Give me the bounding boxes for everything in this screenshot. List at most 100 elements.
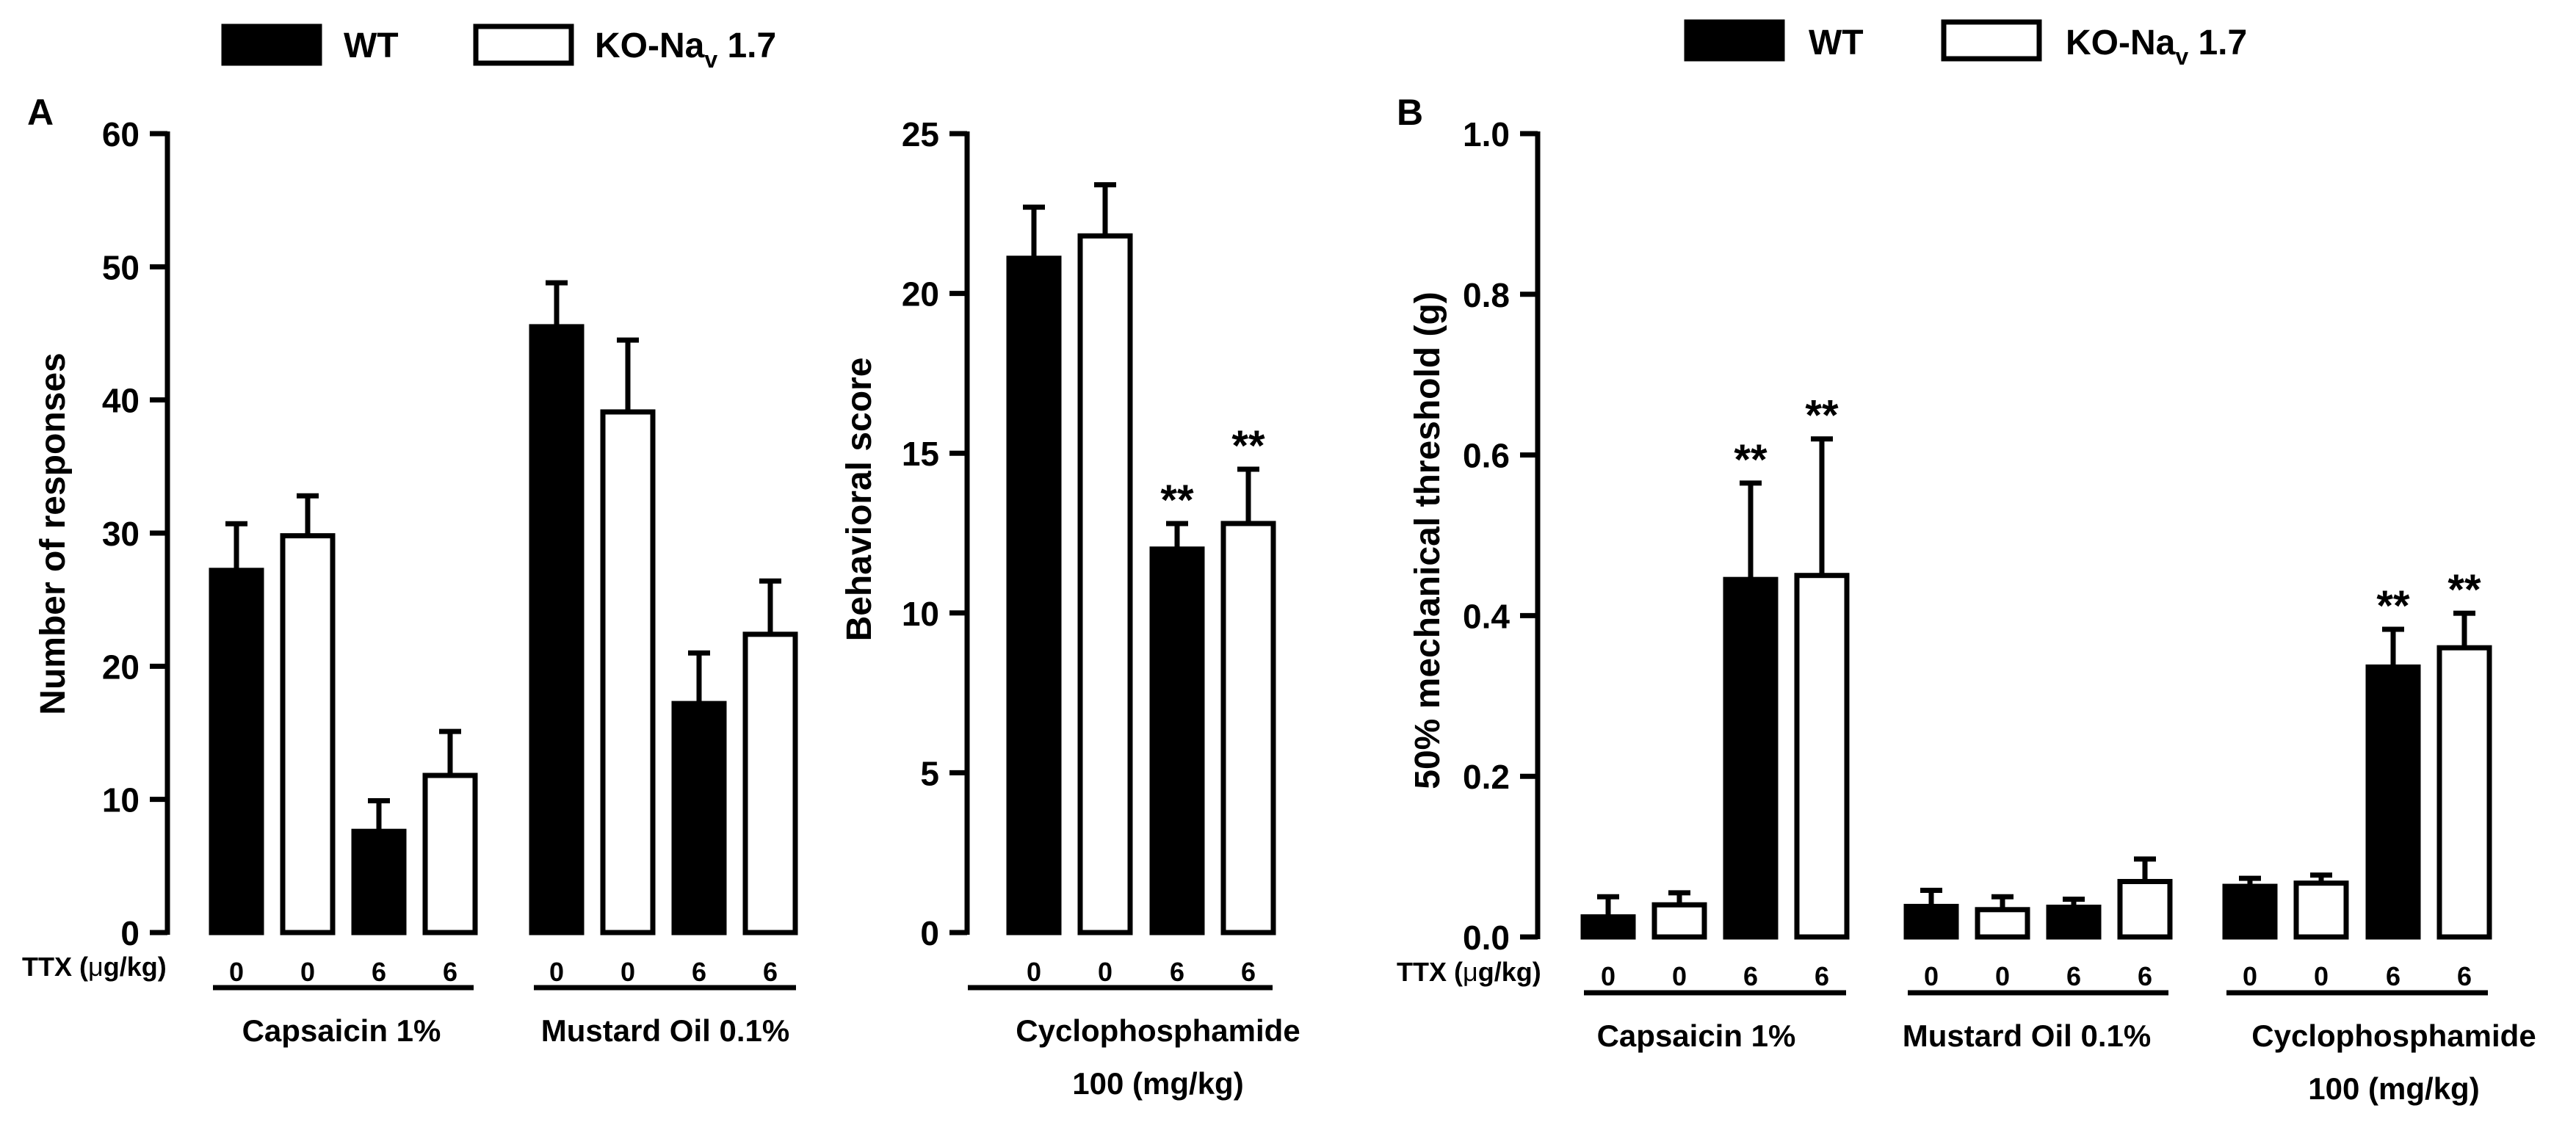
legend-swatch-ko xyxy=(1941,19,2042,62)
y-tick-label: 50 xyxy=(102,248,140,286)
legend-swatch-ko xyxy=(473,23,574,66)
y-tick-label: 1.0 xyxy=(1463,115,1510,153)
significance-marker: ** xyxy=(1734,436,1768,484)
group-label: Capsaicin 1% xyxy=(242,1013,441,1048)
legend: WT KO-Nav 1.7 xyxy=(1684,19,2247,70)
y-axis-title: Number of responses xyxy=(34,352,73,714)
ttx-value: 0 xyxy=(1098,957,1112,987)
y-tick-label: 0.0 xyxy=(1463,919,1510,957)
legend-label-wt: WT xyxy=(1809,23,1864,62)
panel-label-a: A xyxy=(27,92,54,133)
y-tick-label: 15 xyxy=(902,435,939,473)
group-label: Mustard Oil 0.1% xyxy=(1903,1018,2151,1053)
bar-ko xyxy=(422,772,478,935)
y-tick-label: 30 xyxy=(102,515,140,553)
legend-label-subscript: v xyxy=(2175,43,2188,70)
y-tick-label: 20 xyxy=(902,275,939,314)
ttx-value: 6 xyxy=(692,957,706,987)
ttx-value: 6 xyxy=(2138,961,2152,991)
bar-wt xyxy=(1580,914,1636,940)
ttx-value: 6 xyxy=(443,957,457,987)
bar-wt xyxy=(1723,576,1779,940)
bar-ko xyxy=(1077,233,1133,935)
ttx-value: 0 xyxy=(2314,961,2329,991)
legend-label-ko: KO-Nav 1.7 xyxy=(2066,23,2247,70)
ttx-value: 0 xyxy=(1672,961,1687,991)
bar-wt xyxy=(1149,546,1205,935)
y-tick-label: 10 xyxy=(902,595,939,633)
significance-marker: ** xyxy=(1231,422,1265,470)
bar-ko xyxy=(1651,902,1707,940)
legend-label-text: KO-Na xyxy=(2066,23,2176,62)
y-axis-title: 50% mechanical threshold (g) xyxy=(1408,292,1447,789)
legend: WT KO-Nav 1.7 xyxy=(221,23,776,73)
legend-label-suffix: 1.7 xyxy=(717,26,776,65)
bar-wt xyxy=(1903,903,1959,940)
ttx-row-label: TTX (μg/kg) xyxy=(22,952,167,982)
group-label: 100 (mg/kg) xyxy=(2308,1071,2479,1106)
ttx-value: 0 xyxy=(229,957,244,987)
y-tick-label: 0.2 xyxy=(1463,758,1510,796)
ttx-label-mu: μ xyxy=(88,952,104,982)
ttx-value: 0 xyxy=(2243,961,2257,991)
legend-swatch-wt xyxy=(221,23,322,66)
ttx-value: 0 xyxy=(1601,961,1616,991)
bar-wt xyxy=(529,324,585,935)
y-tick-label: 5 xyxy=(920,754,939,792)
bar-wt xyxy=(2222,883,2278,940)
legend-label-subscript: v xyxy=(704,46,717,73)
bar-ko xyxy=(2293,880,2349,940)
y-tick-label: 25 xyxy=(902,115,939,153)
significance-marker: ** xyxy=(2447,566,2481,614)
ttx-value: 6 xyxy=(2066,961,2081,991)
ttx-value: 6 xyxy=(372,957,386,987)
y-tick-label: 40 xyxy=(102,382,140,420)
group-label: 100 (mg/kg) xyxy=(1072,1066,1243,1101)
legend-label-text: WT xyxy=(344,26,399,65)
bar-ko xyxy=(742,631,798,935)
ttx-value: 6 xyxy=(1743,961,1758,991)
ttx-label-prefix: TTX ( xyxy=(22,952,88,982)
ttx-value: 6 xyxy=(763,957,778,987)
ttx-value: 0 xyxy=(1924,961,1939,991)
ttx-label-suffix: g/kg) xyxy=(1478,957,1541,987)
bar-ko xyxy=(2436,645,2492,940)
y-tick-label: 0.8 xyxy=(1463,276,1510,314)
ttx-value: 0 xyxy=(1027,957,1041,987)
bar-ko xyxy=(1220,521,1276,935)
legend-label-wt: WT xyxy=(344,26,399,65)
significance-marker: ** xyxy=(1160,477,1194,524)
y-tick-label: 0.4 xyxy=(1463,597,1510,635)
group-label: Cyclophosphamide xyxy=(1016,1013,1300,1048)
ttx-value: 0 xyxy=(621,957,635,987)
group-label: Capsaicin 1% xyxy=(1597,1018,1796,1053)
bar-wt xyxy=(2365,664,2421,940)
bar-ko xyxy=(1975,907,2030,940)
ttx-value: 6 xyxy=(2457,961,2472,991)
group-label: Cyclophosphamide xyxy=(2251,1018,2536,1053)
ttx-value: 0 xyxy=(300,957,315,987)
ttx-row-label: TTX (μg/kg) xyxy=(1397,957,1541,987)
bar-wt xyxy=(351,828,407,935)
legend-swatch-wt xyxy=(1684,19,1785,62)
group-label: Mustard Oil 0.1% xyxy=(541,1013,789,1048)
chart-panel-2: 0 5 10 15 20 25 Behavioral score 0 0 ** 6 ** 6 Cyclop… xyxy=(840,115,1300,1101)
ttx-value: 6 xyxy=(1815,961,1829,991)
legend-label-suffix: 1.7 xyxy=(2188,23,2247,62)
panel-label-b: B xyxy=(1397,92,1423,133)
bar-ko xyxy=(280,533,336,935)
y-tick-label: 60 xyxy=(102,115,140,153)
ttx-value: 0 xyxy=(549,957,564,987)
y-tick-label: 0 xyxy=(920,914,939,952)
legend-label-text: WT xyxy=(1809,23,1864,62)
y-tick-label: 20 xyxy=(102,648,140,686)
significance-marker: ** xyxy=(2376,582,2410,630)
y-tick-label: 0 xyxy=(120,914,140,952)
ttx-value: 6 xyxy=(1241,957,1256,987)
legend-label-text: KO-Na xyxy=(595,26,705,65)
chart-panel-3: 0.0 0.2 0.4 0.6 0.8 1.0 50% mechanical thresho… xyxy=(1397,92,2536,1106)
y-tick-label: 10 xyxy=(102,781,140,819)
significance-marker: ** xyxy=(1805,392,1839,440)
bar-ko xyxy=(1794,573,1850,940)
